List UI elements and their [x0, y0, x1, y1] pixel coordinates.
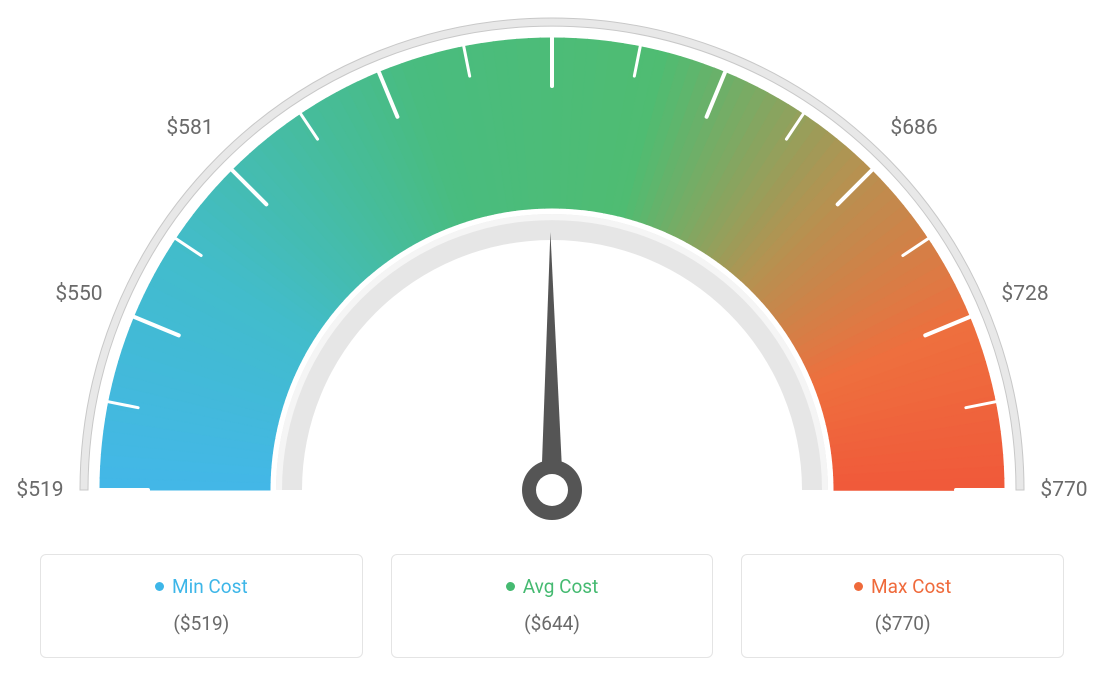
gauge-tick-label: $550 — [55, 282, 102, 306]
dot-icon — [506, 582, 515, 591]
gauge-tick-label: $581 — [166, 116, 213, 140]
legend-label-max: Max Cost — [871, 575, 951, 598]
dot-icon — [854, 582, 863, 591]
legend-card-max: Max Cost ($770) — [741, 554, 1064, 658]
gauge-tick-label: $686 — [890, 116, 937, 140]
legend-value-max: ($770) — [875, 612, 931, 635]
dot-icon — [155, 582, 164, 591]
legend-value-min: ($519) — [173, 612, 229, 635]
legend-title-avg: Avg Cost — [506, 575, 599, 598]
legend-label-min: Min Cost — [172, 575, 248, 598]
legend-row: Min Cost ($519) Avg Cost ($644) Max Cost… — [40, 554, 1064, 658]
legend-title-min: Min Cost — [155, 575, 248, 598]
legend-label-avg: Avg Cost — [523, 575, 599, 598]
cost-gauge-chart: $519$550$581$644$686$728$770 Min Cost ($… — [0, 0, 1104, 690]
gauge-tick-label: $519 — [16, 478, 63, 502]
legend-value-avg: ($644) — [524, 612, 580, 635]
legend-card-avg: Avg Cost ($644) — [391, 554, 714, 658]
gauge-tick-label: $728 — [1001, 282, 1048, 306]
legend-card-min: Min Cost ($519) — [40, 554, 363, 658]
gauge-tick-label: $770 — [1040, 478, 1087, 502]
legend-title-max: Max Cost — [854, 575, 951, 598]
